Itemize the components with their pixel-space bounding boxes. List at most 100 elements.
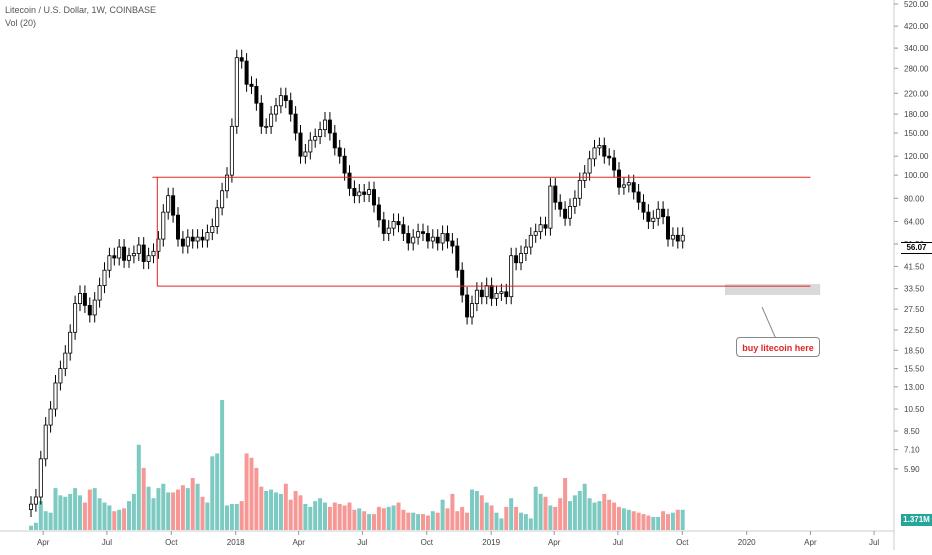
volume-bar [283, 483, 288, 530]
candle-body [102, 269, 107, 286]
candle-body [53, 382, 58, 410]
time-tick-label: Jul [357, 538, 367, 547]
candle-body [548, 185, 553, 229]
volume-bar [38, 501, 43, 530]
candle-body [641, 201, 646, 213]
candle-body [430, 236, 435, 242]
volume-bar [195, 483, 200, 530]
candle-body [406, 233, 411, 244]
volume-bar [612, 502, 617, 530]
price-tick-label: 520.00 [904, 0, 929, 9]
price-tick-label: 18.50 [904, 346, 925, 355]
volume-bar [631, 511, 636, 530]
candle-body [494, 292, 499, 299]
volume-bar [587, 498, 592, 530]
volume-bar [528, 518, 533, 530]
candle-body [215, 207, 220, 227]
candle-body [587, 158, 592, 174]
price-tick-label: 64.00 [904, 217, 925, 226]
volume-bar [92, 488, 97, 530]
candle-body [220, 190, 225, 209]
candle-body [87, 305, 92, 316]
candle-body [455, 245, 460, 271]
candle-body [469, 303, 474, 318]
candle-body [509, 255, 514, 298]
symbol-title: Litecoin / U.S. Dollar, 1W, COINBASE [5, 5, 157, 15]
volume-bar [176, 489, 180, 530]
volume-bar [646, 515, 651, 530]
volume-bar [58, 495, 63, 530]
volume-bar [185, 488, 190, 530]
volume-bar [171, 492, 176, 530]
volume-bar [543, 496, 548, 530]
volume-bar [661, 511, 666, 530]
candle-body [543, 224, 548, 229]
candle-body [131, 253, 136, 257]
volume-bar [582, 483, 587, 530]
volume-bar [445, 508, 450, 530]
candle-body [180, 238, 185, 247]
time-tick-label: Oct [421, 538, 434, 547]
candle-body [229, 125, 234, 176]
candle-body [33, 496, 38, 505]
candle-body [224, 174, 229, 192]
candle-body [28, 503, 33, 510]
volume-bar [357, 508, 362, 530]
price-tick-label: 15.50 [904, 365, 925, 374]
volume-bar [440, 499, 445, 530]
candle-body [146, 255, 151, 262]
volume-bar [602, 493, 607, 530]
volume-bar [293, 491, 298, 530]
volume-bar [430, 511, 435, 530]
volume-bar [435, 512, 440, 530]
volume-bar [406, 512, 411, 530]
volume-bar [166, 492, 171, 530]
volume-bar [577, 491, 582, 530]
volume-bar [146, 486, 151, 530]
volume-bar [553, 506, 558, 530]
price-tick-label: 280.00 [904, 64, 929, 73]
candle-body [362, 191, 367, 195]
candle-body [558, 201, 563, 210]
volume-bar [136, 444, 141, 530]
volume-bar [249, 457, 254, 530]
volume-bar [376, 506, 381, 530]
volume-bar [465, 512, 470, 530]
volume-bar [367, 514, 372, 530]
candle-body [661, 208, 666, 218]
volume-bar [229, 504, 234, 530]
candle-body [592, 147, 597, 160]
candle-body [205, 232, 210, 241]
candle-body [538, 224, 543, 233]
volume-bar [641, 514, 646, 530]
volume-bar [278, 493, 283, 530]
candle-body [127, 255, 132, 261]
time-tick-label: 2019 [482, 538, 500, 547]
volume-bar [220, 400, 225, 530]
volume-bar [210, 456, 215, 530]
volume-value-label: 1.371M [901, 514, 932, 526]
price-tick-label: 13.00 [904, 383, 925, 392]
candle-body [381, 219, 386, 234]
candle-body [136, 244, 141, 254]
volume-bar [450, 493, 455, 530]
volume-bar [112, 511, 117, 530]
candle-body [200, 236, 205, 241]
candle-body [425, 233, 430, 242]
candle-body [617, 169, 622, 188]
candle-body [107, 255, 112, 271]
price-tick-label: 150.00 [904, 129, 929, 138]
volume-bar [474, 491, 479, 530]
candle-body [161, 211, 166, 240]
volume-bar [48, 512, 53, 530]
time-tick-label: 2018 [227, 538, 245, 547]
volume-bar [592, 502, 597, 530]
price-tick-label: 180.00 [904, 110, 929, 119]
callout-pointer [761, 306, 777, 340]
candle-body [269, 113, 274, 127]
volume-bar [519, 512, 523, 530]
candle-body [322, 119, 327, 131]
volume-bar [141, 467, 146, 530]
